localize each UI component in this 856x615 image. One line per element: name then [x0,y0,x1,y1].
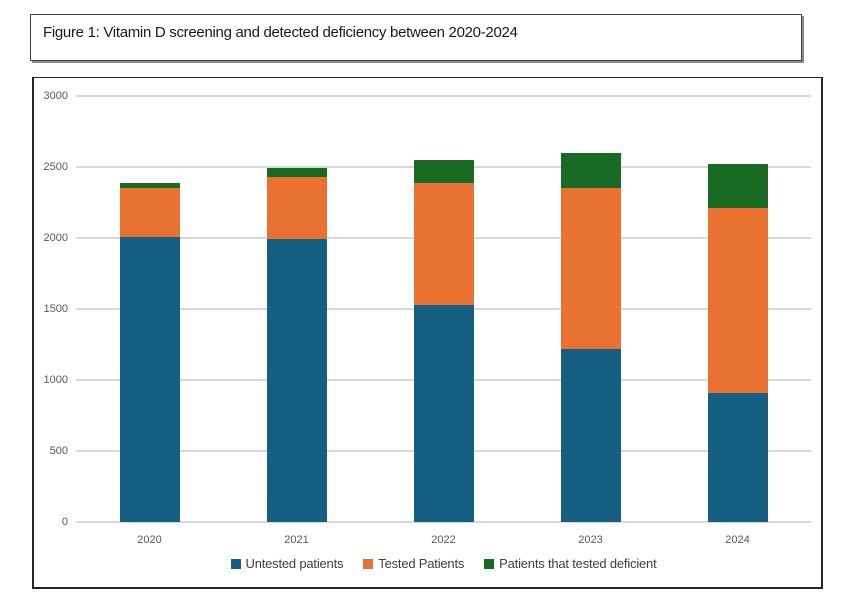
legend-swatch-icon [363,558,374,569]
y-tick-label: 500 [49,445,68,457]
bar-segment-tested-patients-2024 [707,208,768,393]
x-tick-label: 2024 [725,534,750,546]
chart-box: 0 500 1000 1500 2000 2500 3000 2020 2021 2022 2023… [32,77,823,589]
gridline [76,95,811,97]
legend-label: Patients that tested deficient [499,556,657,571]
x-tick-label: 2022 [431,534,456,546]
bar-segment-untested-patients-2020 [119,237,180,522]
bar-segment-untested-patients-2023 [560,348,621,522]
figure-title: Figure 1: Vitamin D screening and detect… [43,24,518,41]
bar-segment-untested-patients-2024 [707,392,768,522]
legend-item: Untested patients [230,556,344,571]
bar-segment-patients-that-tested-deficient-2020 [119,183,180,188]
y-tick-label: 2500 [43,161,68,173]
bar-segment-patients-that-tested-deficient-2024 [707,164,768,209]
y-tick-label: 2000 [43,232,68,244]
y-tick-label: 0 [61,516,68,528]
y-tick-label: 1000 [43,374,68,386]
legend-item: Patients that tested deficient [484,556,657,571]
gridline [76,521,811,523]
x-tick-label: 2020 [137,534,162,546]
bar-segment-untested-patients-2021 [266,239,327,522]
bar-segment-tested-patients-2023 [560,188,621,349]
bar-segment-tested-patients-2021 [266,176,327,240]
legend-label: Tested Patients [378,556,465,571]
figure-title-box: Figure 1: Vitamin D screening and detect… [30,14,802,61]
legend-swatch-icon [484,558,495,569]
bar-segment-tested-patients-2020 [119,187,180,238]
legend-label: Untested patients [245,556,344,571]
legend-swatch-icon [230,558,241,569]
y-tick-label: 3000 [43,90,68,102]
x-tick-label: 2021 [284,534,309,546]
x-tick-label: 2023 [578,534,603,546]
bar-segment-patients-that-tested-deficient-2022 [413,159,474,183]
chart-legend: Untested patients Tested Patients Patients… [76,556,811,571]
legend-item: Tested Patients [363,556,464,571]
bar-segment-patients-that-tested-deficient-2023 [560,152,621,189]
plot-area: 0 500 1000 1500 2000 2500 3000 2020 2021 2022 2023… [34,78,821,587]
bar-segment-untested-patients-2022 [413,304,474,522]
y-tick-label: 1500 [43,303,68,315]
bar-segment-patients-that-tested-deficient-2021 [266,168,327,177]
bar-segment-tested-patients-2022 [413,182,474,305]
